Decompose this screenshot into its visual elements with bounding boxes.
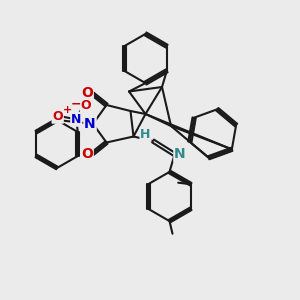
Text: O: O [81, 86, 93, 100]
Text: N: N [71, 113, 82, 126]
Text: +: + [63, 105, 72, 116]
Text: O: O [52, 110, 63, 123]
Text: N: N [84, 117, 96, 131]
Text: O: O [81, 148, 93, 161]
Text: H: H [140, 128, 151, 141]
Text: N: N [174, 148, 186, 161]
Text: −: − [70, 98, 81, 111]
Text: O: O [81, 99, 91, 112]
